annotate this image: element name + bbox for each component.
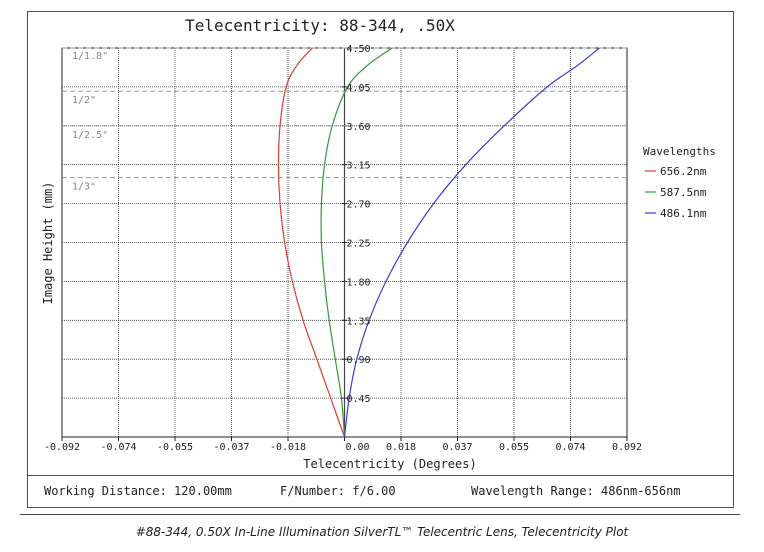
y-tick-label: 3.15 [347,161,371,172]
x-tick-label: -0.055 [157,442,193,453]
working-distance: Working Distance: 120.00mm [44,484,232,498]
grid [61,47,628,441]
series-line-587.5nm [320,47,393,438]
wavelength-range: Wavelength Range: 486nm-656nm [471,484,681,498]
sensor-mark-label: 1/2" [72,95,96,106]
x-tick-label: 0.092 [612,442,642,453]
sensor-mark-label: 1/2.5" [72,130,108,141]
sensor-mark-label: 1/1.8" [72,51,108,62]
x-tick-label: -0.018 [270,442,306,453]
specs-footer: Working Distance: 120.00mm F/Number: f/6… [27,476,734,507]
footer-divider [27,475,734,476]
x-axis-label: Telecentricity (Degrees) [303,457,476,471]
plot-frame [27,11,734,508]
chart-title: Telecentricity: 88-344, .50X [185,16,455,35]
y-tick-label: 1.35 [347,316,371,327]
legend-title: Wavelengths [643,145,716,158]
y-tick-label: 2.25 [347,239,371,250]
figure-caption: #88-344, 0.50X In-Line Illumination Silv… [135,525,629,539]
telecentricity-chart: Telecentricity: 88-344, .50X 1/1.8"1/2"1… [41,16,716,471]
x-tick-label: 0.00 [346,442,370,453]
caption-divider [20,514,740,515]
y-tick-label: 3.60 [347,122,371,133]
x-tick-label: 0.055 [499,442,529,453]
legend: Wavelengths 656.2nm 587.5nm 486.1nm [643,145,716,220]
y-axis-label: Image Height (mm) [41,182,55,305]
series-lines [277,47,600,438]
x-tick-label: 0.037 [442,442,472,453]
y-tick-label: 4.05 [347,83,371,94]
x-tick-label: 0.018 [386,442,416,453]
y-tick-label: 4.50 [347,44,371,55]
legend-label: 486.1nm [660,207,707,220]
f-number: F/Number: f/6.00 [280,484,396,498]
y-tick-label: 0.90 [347,355,371,366]
tick-labels: -0.092 -0.074 -0.055 -0.037 -0.018 0.00 0.018 0… [44,44,642,453]
x-tick-label: -0.074 [100,442,136,453]
y-tick-label: 1.80 [347,277,371,288]
sensor-mark-label: 1/3" [72,182,96,193]
x-tick-label: -0.037 [213,442,249,453]
sensor-size-marks: 1/1.8" 1/2" 1/2.5" 1/3" [62,47,627,193]
legend-label: 587.5nm [660,186,707,199]
series-line-656.2nm [277,47,346,438]
legend-label: 656.2nm [660,165,707,178]
series-line-486.1nm [343,47,600,438]
x-tick-label: -0.092 [44,442,80,453]
y-tick-label: 2.70 [347,200,371,211]
y-tick-label: 0.45 [347,394,371,405]
x-tick-label: 0.074 [555,442,585,453]
